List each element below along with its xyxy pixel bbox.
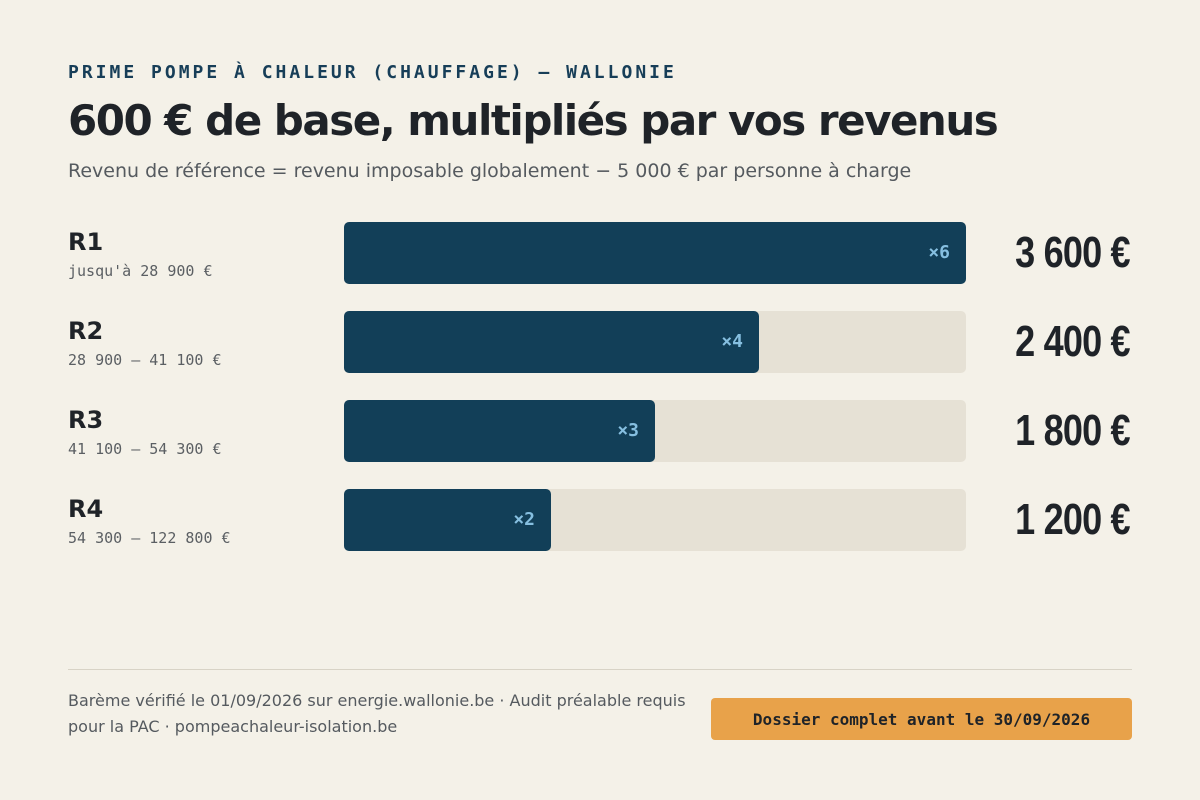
amount-label: 3 600 € — [1015, 228, 1130, 277]
bar: ×2 — [344, 489, 551, 551]
tier-income-range: 54 300 – 122 800 € — [68, 529, 231, 547]
multiplier-label: ×4 — [721, 331, 743, 352]
multiplier-label: ×6 — [928, 242, 950, 263]
amount-label: 2 400 € — [1015, 317, 1130, 366]
chart-row: R3 41 100 – 54 300 € ×3 1 800 € — [0, 400, 1200, 462]
chart-row: R1 jusqu'à 28 900 € ×6 3 600 € — [0, 222, 1200, 284]
chart-row: R4 54 300 – 122 800 € ×2 1 200 € — [0, 489, 1200, 551]
kicker: PRIME POMPE À CHALEUR (CHAUFFAGE) — WALL… — [68, 62, 677, 83]
deadline-badge: Dossier complet avant le 30/09/2026 — [711, 698, 1132, 740]
bar-track: ×4 — [344, 311, 966, 373]
bar-track: ×3 — [344, 400, 966, 462]
divider — [68, 669, 1132, 670]
amount-label: 1 200 € — [1015, 495, 1130, 544]
tier-label: R4 — [68, 495, 104, 523]
amount-label: 1 800 € — [1015, 406, 1130, 455]
bar-track: ×6 — [344, 222, 966, 284]
multiplier-label: ×3 — [617, 420, 639, 441]
bar: ×4 — [344, 311, 759, 373]
footnote: Barème vérifié le 01/09/2026 sur energie… — [68, 691, 686, 736]
bar-track: ×2 — [344, 489, 966, 551]
tier-income-range: 41 100 – 54 300 € — [68, 440, 222, 458]
bar: ×3 — [344, 400, 655, 462]
chart-row: R2 28 900 – 41 100 € ×4 2 400 € — [0, 311, 1200, 373]
multiplier-label: ×2 — [513, 509, 535, 530]
bar: ×6 — [344, 222, 966, 284]
tier-label: R2 — [68, 317, 104, 345]
tier-label: R3 — [68, 406, 104, 434]
page-subtitle: Revenu de référence = revenu imposable g… — [68, 160, 912, 182]
bar-chart: R1 jusqu'à 28 900 € ×6 3 600 € R2 28 900 – 41… — [0, 222, 1200, 551]
tier-income-range: 28 900 – 41 100 € — [68, 351, 222, 369]
page-title: 600 € de base, multipliés par vos revenu… — [68, 96, 999, 145]
tier-label: R1 — [68, 228, 104, 256]
tier-income-range: jusqu'à 28 900 € — [68, 262, 213, 280]
